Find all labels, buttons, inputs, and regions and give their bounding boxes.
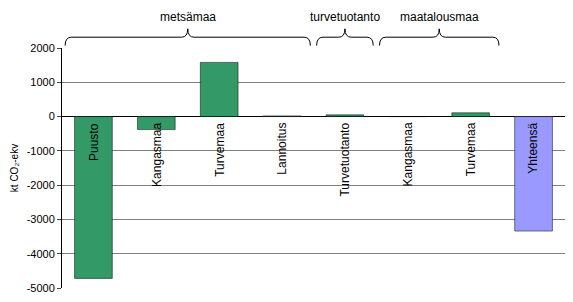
svg-text:1000: 1000 <box>30 76 54 88</box>
svg-text:turvetuotanto: turvetuotanto <box>310 10 380 24</box>
svg-text:Yhteensä: Yhteensä <box>526 123 540 174</box>
svg-text:maatalousmaa: maatalousmaa <box>400 10 479 24</box>
svg-text:metsämaa: metsämaa <box>160 10 216 24</box>
svg-text:kt CO₂-ekv: kt CO₂-ekv <box>9 144 20 192</box>
svg-text:Turvetuotanto: Turvetuotanto <box>338 123 352 197</box>
svg-text:Kangasmaa: Kangasmaa <box>401 122 415 186</box>
svg-text:-4000: -4000 <box>27 248 55 260</box>
svg-text:Turvemaa: Turvemaa <box>213 123 227 177</box>
svg-text:-5000: -5000 <box>27 282 55 294</box>
svg-text:-1000: -1000 <box>27 145 55 157</box>
svg-text:Kangasmaa: Kangasmaa <box>150 123 164 187</box>
svg-text:-2000: -2000 <box>27 179 55 191</box>
svg-text:Turvemaa: Turvemaa <box>464 122 478 176</box>
svg-text:0: 0 <box>49 110 55 122</box>
svg-text:Puusto: Puusto <box>87 123 101 161</box>
svg-text:2000: 2000 <box>30 42 54 54</box>
svg-text:Lannoitus: Lannoitus <box>275 123 289 175</box>
svg-text:-3000: -3000 <box>27 213 55 225</box>
